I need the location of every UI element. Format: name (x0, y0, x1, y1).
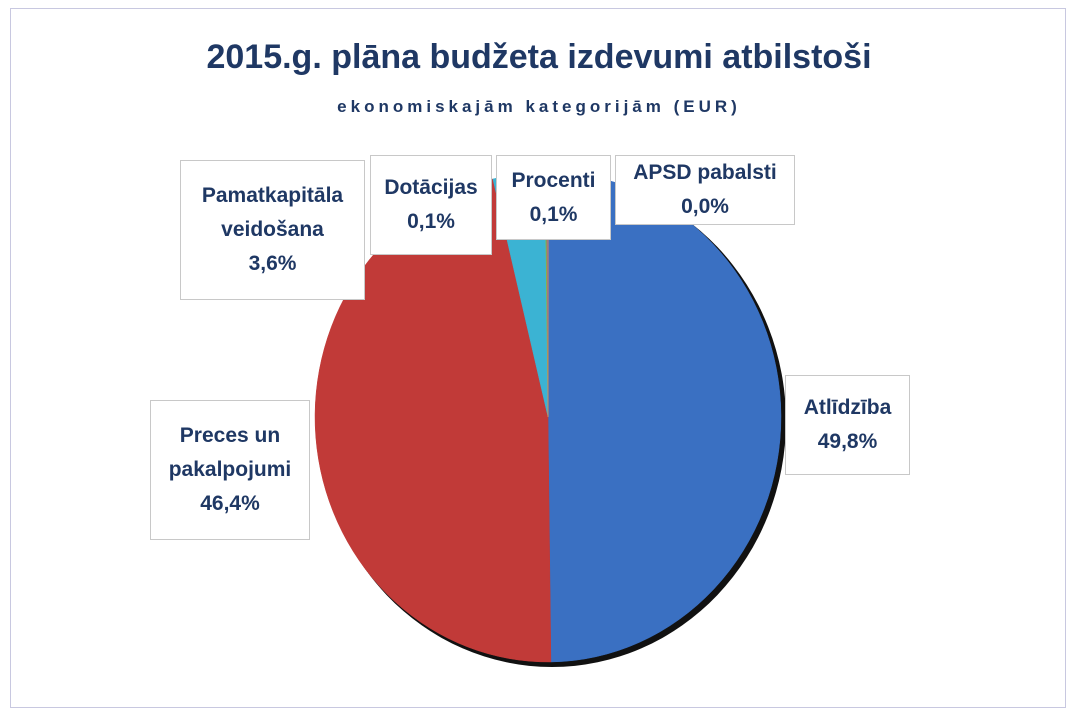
chart-title: 2015.g. plāna budžeta izdevumi atbilstoš… (206, 38, 872, 76)
label-value: 46,4% (200, 492, 260, 515)
data-label: Procenti 0,1% (496, 155, 611, 240)
label-category: APSD pabalsti (633, 161, 777, 184)
label-value: 3,6% (248, 252, 297, 275)
pie-slice (547, 171, 782, 663)
label-value: 0,0% (681, 195, 729, 218)
label-value: 0,1% (407, 210, 455, 233)
data-label: Preces un pakalpojumi 46,4% (150, 400, 310, 540)
data-label: APSD pabalsti 0,0% (615, 155, 795, 225)
frame (10, 8, 1066, 708)
label-value: 49,8% (817, 430, 878, 453)
chart-subtitle: ekonomiskajām kategorijām (EUR) (337, 97, 741, 116)
data-label: Atlīdzība 49,8% (785, 375, 910, 475)
data-label: Dotācijas 0,1% (370, 155, 492, 255)
label-value: 0,1% (529, 202, 578, 226)
label-category: Procenti (511, 168, 596, 192)
label-category: Atlīdzība (803, 396, 892, 419)
data-label: Pamatkapitāla veidošana 3,6% (180, 160, 365, 300)
label-category: Dotācijas (384, 176, 478, 199)
label-category: Pamatkapitāla veidošana (201, 184, 344, 241)
label-category: Preces un pakalpojumi (168, 424, 292, 481)
